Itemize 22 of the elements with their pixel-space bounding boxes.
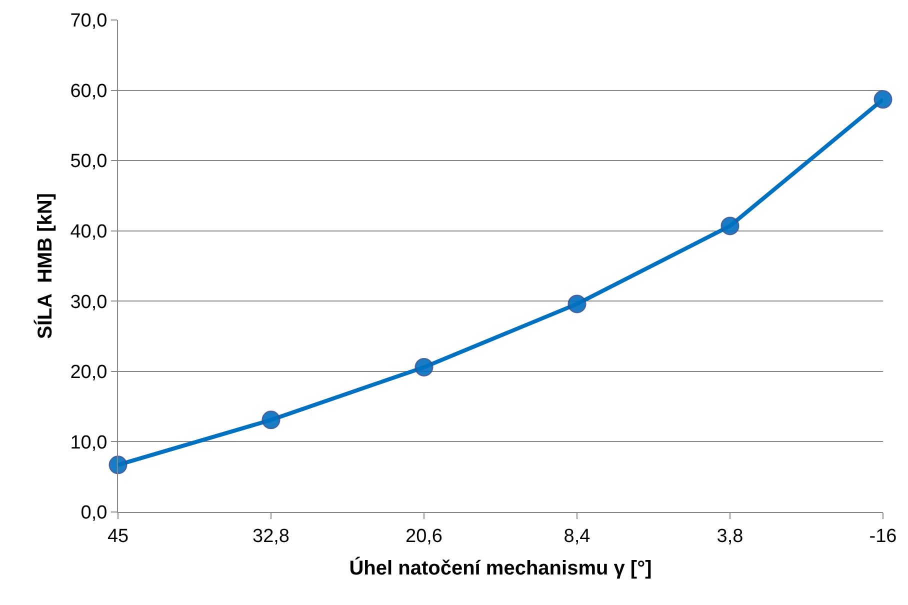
y-tick-label: 10,0 bbox=[70, 432, 108, 454]
x-tick-label: -16 bbox=[869, 526, 897, 547]
y-tick-label: 30,0 bbox=[70, 292, 108, 313]
x-axis-title: Úhel natočení mechanismu γ [°] bbox=[349, 556, 652, 580]
point bbox=[568, 294, 586, 314]
point bbox=[414, 358, 434, 376]
y-tick-label: 70,0 bbox=[70, 10, 108, 32]
point bbox=[262, 410, 280, 430]
x-tick-label: 8,4 bbox=[564, 526, 591, 547]
x-tick-label: 32,8 bbox=[252, 526, 290, 547]
y-tick-label: 40,0 bbox=[70, 222, 108, 243]
y-tick-label: 50,0 bbox=[70, 151, 108, 172]
point bbox=[874, 90, 892, 109]
point bbox=[108, 456, 128, 474]
point bbox=[720, 216, 740, 236]
y-tick-label: 20,0 bbox=[70, 362, 108, 384]
y-tick-label: 0,0 bbox=[80, 502, 108, 524]
x-tick-label: 45 bbox=[107, 526, 129, 547]
y-tick-label: 60,0 bbox=[70, 80, 108, 102]
y-axis-title: SÍLA HMB [kN] bbox=[34, 193, 57, 339]
x-tick-label: 3,8 bbox=[716, 526, 744, 547]
x-tick-label: 20,6 bbox=[406, 526, 442, 547]
